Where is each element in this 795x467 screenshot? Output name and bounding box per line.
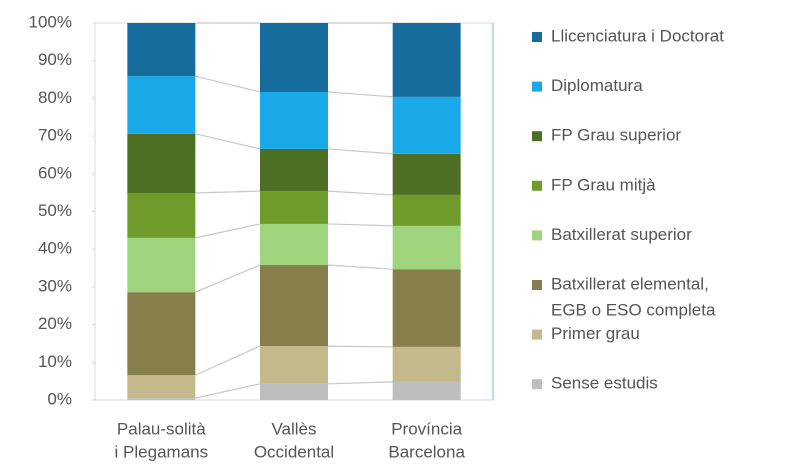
bar-segment — [260, 191, 328, 224]
bar-segment — [260, 91, 328, 149]
legend-label: EGB o ESO completa — [551, 300, 716, 319]
series-line — [195, 383, 261, 399]
bar-segment — [260, 148, 328, 192]
series-line — [327, 148, 393, 155]
bar-segment — [392, 381, 461, 400]
bar-segment — [260, 265, 328, 347]
legend-swatch — [532, 32, 542, 42]
series-line — [327, 91, 393, 98]
x-tick-label: Occidental — [254, 442, 334, 461]
bar-segment — [127, 375, 196, 399]
bar-segment — [260, 383, 328, 400]
y-tick-label: 10% — [38, 352, 72, 371]
x-tick-label: Palau-solità — [117, 419, 206, 438]
bar-segment — [127, 133, 196, 194]
x-tick-label: Vallès — [271, 419, 316, 438]
series-line — [195, 223, 261, 239]
legend-label: Diplomatura — [551, 76, 643, 95]
bar-segment — [260, 346, 328, 384]
y-tick-label: 100% — [29, 12, 72, 31]
bar-segment — [392, 153, 461, 195]
bar-segment — [392, 346, 461, 382]
y-tick-label: 0% — [47, 389, 72, 408]
bar-segment — [127, 76, 196, 134]
legend-swatch — [532, 180, 542, 191]
bar-segment — [392, 23, 461, 97]
bar-segment — [260, 223, 328, 266]
legend-label: Batxillerat elemental, — [551, 274, 709, 293]
legend-swatch — [532, 230, 542, 241]
series-line — [195, 264, 261, 293]
series-line — [195, 345, 261, 376]
bar-segment — [392, 225, 461, 270]
y-tick-label: 60% — [38, 163, 72, 182]
bar-segment — [127, 23, 196, 77]
series-line — [327, 345, 393, 348]
legend-label: Sense estudis — [551, 374, 658, 393]
legend-swatch — [532, 131, 542, 142]
bar-segment — [127, 292, 196, 376]
series-line — [195, 75, 261, 93]
legend-label: Llicenciatura i Doctorat — [551, 26, 724, 45]
series-line — [195, 133, 261, 150]
series-line — [327, 223, 393, 227]
series-line — [195, 190, 261, 194]
legend-label: FP Grau superior — [551, 126, 681, 145]
y-tick-label: 50% — [38, 201, 72, 220]
legend-label: Primer grau — [551, 324, 640, 343]
series-line — [327, 190, 393, 196]
bar-segment — [260, 23, 328, 92]
x-tick-label: Barcelona — [388, 442, 465, 461]
bar-segment — [392, 96, 461, 154]
bar-segment — [127, 193, 196, 238]
x-tick-label: i Plegamans — [115, 442, 209, 461]
legend-label: FP Grau mitjà — [551, 175, 656, 194]
bar-segment — [127, 398, 196, 400]
y-tick-label: 20% — [38, 314, 72, 333]
legend-label: Batxillerat superior — [551, 225, 692, 244]
legend-swatch — [532, 379, 542, 390]
y-tick-label: 90% — [38, 50, 72, 69]
legend-swatch — [532, 81, 542, 92]
y-tick-label: 40% — [38, 239, 72, 258]
legend-swatch — [532, 280, 542, 290]
x-tick-label: Província — [391, 419, 462, 438]
y-tick-label: 30% — [38, 276, 72, 295]
legend-swatch — [532, 329, 542, 340]
bar-segment — [392, 194, 461, 226]
y-tick-label: 80% — [38, 88, 72, 107]
series-line — [327, 264, 393, 270]
series-line — [327, 381, 393, 385]
y-tick-label: 70% — [38, 126, 72, 145]
bar-segment — [127, 237, 196, 293]
bar-segment — [392, 269, 461, 347]
